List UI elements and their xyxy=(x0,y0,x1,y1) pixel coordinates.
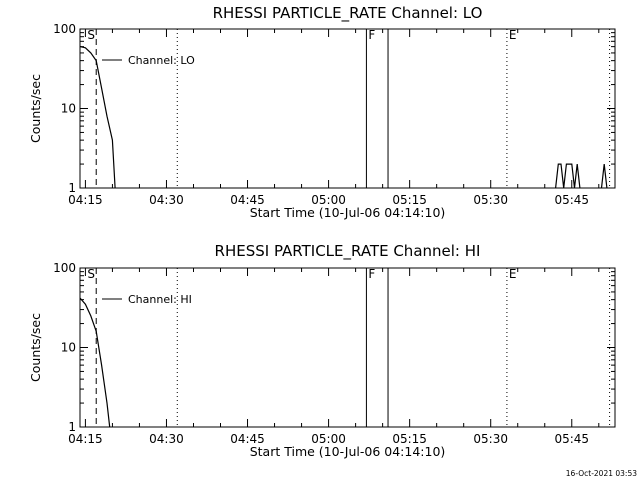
series-line xyxy=(79,46,116,189)
x-tick-label: 05:30 xyxy=(473,432,508,446)
x-tick-label: 05:30 xyxy=(473,193,508,207)
chart-panel-hi: RHESSI PARTICLE_RATE Channel: HI 04:15 04:… xyxy=(28,242,616,459)
y-tick-label: 10 xyxy=(61,341,76,355)
x-tick-label: 05:15 xyxy=(392,432,427,446)
x-tick-label: 05:45 xyxy=(554,193,589,207)
chart-panel-lo: RHESSI PARTICLE_RATE Channel: LO 04:15 04:… xyxy=(28,4,616,220)
marker-label: E xyxy=(509,267,517,281)
plot-frame xyxy=(79,267,616,428)
marker-label: S xyxy=(87,267,95,281)
marker-label: F xyxy=(368,28,375,42)
x-axis-label: Start Time (10-Jul-06 04:14:10) xyxy=(250,205,446,220)
y-axis-label: Counts/sec xyxy=(28,313,43,382)
y-tick-label: 1 xyxy=(68,420,76,434)
legend-label: Channel: LO xyxy=(128,54,195,67)
x-tick-label: 05:00 xyxy=(311,193,346,207)
series-line xyxy=(79,297,111,428)
x-tick-label: 04:30 xyxy=(149,193,184,207)
x-tick-label: 04:15 xyxy=(68,193,103,207)
marker-label: F xyxy=(368,267,375,281)
series-line xyxy=(600,164,608,189)
x-tick-label: 04:30 xyxy=(149,432,184,446)
marker-label: E xyxy=(509,28,517,42)
x-axis-label: Start Time (10-Jul-06 04:14:10) xyxy=(250,444,446,459)
y-tick-label: 10 xyxy=(61,102,76,116)
marker-label: S xyxy=(87,28,95,42)
plot-frame xyxy=(79,28,616,189)
chart-title: RHESSI PARTICLE_RATE Channel: HI xyxy=(215,242,481,261)
x-tick-label: 04:45 xyxy=(230,193,265,207)
series-line xyxy=(555,163,581,189)
x-tick-label: 05:45 xyxy=(554,432,589,446)
y-tick-label: 1 xyxy=(68,181,76,195)
y-tick-label: 100 xyxy=(53,261,76,275)
x-tick-label: 05:00 xyxy=(311,432,346,446)
x-tick-label: 05:15 xyxy=(392,193,427,207)
x-tick-label: 04:15 xyxy=(68,432,103,446)
legend-label: Channel: HI xyxy=(128,293,192,306)
chart-title: RHESSI PARTICLE_RATE Channel: LO xyxy=(213,4,483,23)
y-tick-label: 100 xyxy=(53,22,76,36)
footer-timestamp: 16-Oct-2021 03:53 xyxy=(566,469,637,478)
x-tick-label: 04:45 xyxy=(230,432,265,446)
y-axis-label: Counts/sec xyxy=(28,74,43,143)
